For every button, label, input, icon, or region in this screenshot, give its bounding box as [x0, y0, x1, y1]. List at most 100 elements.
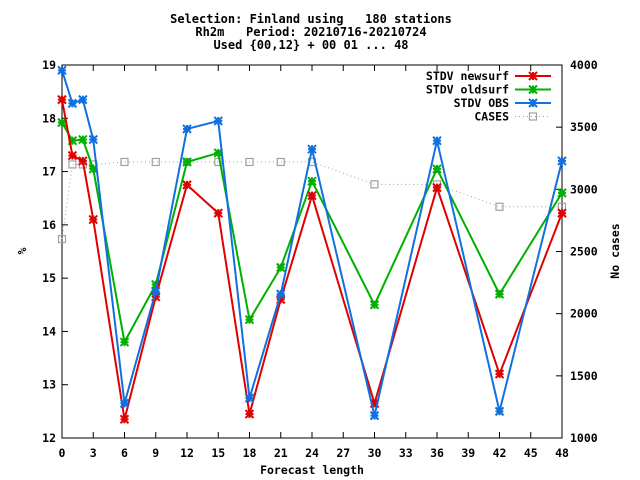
data-point [307, 144, 317, 154]
y2-tick-label: 2000 [570, 307, 598, 321]
axis-ticks: 0 3 6 9 12 15 18 21 24 27 30 33 36 39 42 45 481213141516… [42, 58, 598, 460]
data-point [182, 157, 192, 167]
x-tick-label: 9 [152, 446, 159, 460]
data-point [88, 214, 98, 225]
x-tick-label: 3 [90, 446, 97, 460]
data-point [78, 156, 88, 166]
x-tick-label: 6 [121, 446, 128, 460]
y2-tick-label: 1000 [570, 431, 598, 445]
x-tick-label: 18 [243, 446, 257, 460]
data-point [276, 157, 285, 167]
y2-tick-label: 3000 [570, 182, 598, 196]
data-point [182, 124, 192, 134]
y2-tick-label: 4000 [570, 58, 598, 72]
data-point [307, 176, 317, 186]
legend-entry-cases: CASES [474, 110, 551, 124]
data-point [557, 188, 567, 198]
data-point [214, 157, 223, 167]
legend-swatch-marker [528, 112, 538, 121]
data-point [119, 337, 130, 347]
y2-tick-label: 3500 [570, 120, 598, 134]
data-point [57, 94, 67, 105]
y-tick-label: 18 [42, 111, 56, 125]
data-point [432, 182, 442, 193]
y2-axis-label: No cases [608, 223, 622, 278]
y2-tick-label: 1500 [570, 369, 598, 383]
data-point [244, 314, 255, 325]
legend-swatch-marker [528, 84, 538, 95]
data-point [244, 409, 255, 419]
data-point [244, 393, 255, 403]
data-point [369, 410, 380, 421]
data-point [245, 157, 254, 167]
data-point [494, 406, 505, 417]
data-point [213, 116, 223, 126]
chart-title-line-3: Used {00,12} + 00 01 ... 48 [213, 38, 408, 52]
x-tick-label: 24 [305, 446, 319, 460]
data-point [57, 117, 67, 128]
chart-title-line-1: Selection: Finland using 180 stations [170, 12, 452, 26]
legend-label: STDV OBS [454, 96, 509, 110]
data-point [276, 289, 286, 299]
y-tick-label: 19 [42, 58, 56, 72]
chart-titles: Selection: Finland using 180 stations Rh… [170, 12, 452, 52]
x-tick-label: 15 [211, 446, 225, 460]
x-tick-label: 27 [336, 446, 350, 460]
x-tick-label: 0 [59, 446, 66, 460]
series-stdv-obs [57, 65, 567, 421]
x-tick-label: 42 [493, 446, 507, 460]
data-point [557, 156, 567, 166]
legend-label: CASES [474, 110, 509, 124]
y-tick-label: 13 [42, 378, 56, 392]
data-point [369, 300, 380, 310]
x-tick-label: 45 [524, 446, 538, 460]
data-point [67, 98, 78, 109]
data-point [57, 234, 67, 244]
x-tick-label: 21 [274, 446, 288, 460]
data-point [213, 208, 223, 218]
x-tick-label: 48 [555, 446, 569, 460]
data-point [120, 157, 129, 167]
legend-entry-stdv-obs: STDV OBS [454, 96, 551, 110]
y-tick-label: 15 [42, 271, 56, 285]
data-point [494, 289, 505, 299]
x-tick-label: 12 [180, 446, 194, 460]
data-point [182, 180, 192, 190]
y-tick-label: 16 [42, 218, 56, 232]
series-line [61, 161, 562, 240]
y-tick-label: 17 [42, 165, 56, 179]
chart-title-line-2: Rh2m Period: 20210716-20210724 [195, 25, 426, 39]
data-point [78, 94, 88, 105]
data-point [119, 398, 130, 409]
legend-swatch-marker [528, 98, 538, 108]
data-point [78, 134, 88, 145]
data-point [151, 286, 161, 297]
x-tick-label: 36 [430, 446, 444, 460]
x-tick-label: 39 [461, 446, 475, 460]
data-point [57, 65, 67, 76]
data-point [68, 160, 77, 169]
x-tick-label: 30 [368, 446, 382, 460]
legend-entry-stdv-newsurf: STDV newsurf [426, 69, 551, 83]
data-point [495, 202, 504, 211]
series-stdv-oldsurf [57, 117, 567, 347]
legend-label: STDV newsurf [426, 69, 509, 83]
x-tick-label: 33 [399, 446, 413, 460]
data-point [557, 208, 567, 218]
y-tick-label: 12 [42, 431, 56, 445]
data-point [276, 262, 286, 273]
series-cases [57, 157, 567, 244]
y-tick-label: 14 [42, 324, 56, 338]
y2-tick-label: 2500 [570, 245, 598, 259]
series-line [61, 122, 563, 344]
legend-entry-stdv-oldsurf: STDV oldsurf [426, 83, 551, 97]
series-stdv-newsurf [57, 94, 567, 425]
data-point [151, 157, 160, 167]
data-point [494, 369, 505, 379]
series-layer [57, 65, 567, 425]
data-point [88, 134, 98, 145]
y-axis-label: % [15, 247, 29, 254]
data-point [307, 190, 317, 201]
